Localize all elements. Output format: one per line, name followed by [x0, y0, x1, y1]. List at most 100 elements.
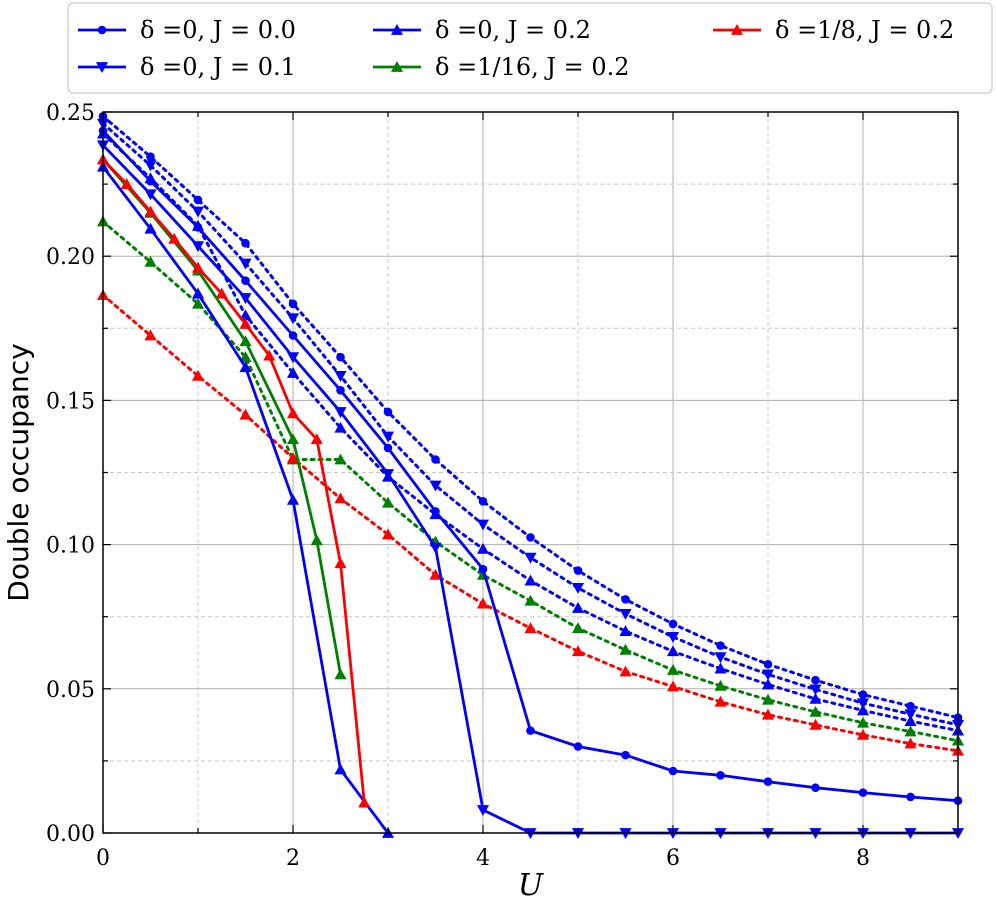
- legend-entry: δ =0, J = 0.1: [78, 53, 296, 81]
- x-tick-label: 2: [286, 846, 300, 871]
- data-point: [381, 528, 395, 540]
- data-point: [383, 407, 393, 417]
- data-point: [390, 23, 404, 35]
- x-tick-label: 8: [856, 846, 870, 871]
- data-point: [666, 680, 680, 692]
- data-point: [809, 718, 822, 730]
- data-point: [334, 371, 347, 382]
- data-point: [286, 407, 300, 419]
- data-point: [334, 763, 347, 775]
- series-dotted-7: [96, 127, 965, 736]
- x-tick-label: 6: [666, 846, 680, 871]
- data-point: [97, 25, 107, 35]
- data-point: [193, 223, 203, 232]
- legend-entry: δ =0, J = 0.2: [373, 16, 591, 44]
- data-point: [191, 297, 205, 309]
- data-point: [429, 542, 442, 554]
- data-point: [286, 452, 300, 463]
- data-point: [809, 705, 822, 717]
- data-point: [191, 206, 205, 218]
- data-point: [811, 783, 820, 793]
- legend-label: δ =1/16, J = 0.2: [435, 53, 630, 81]
- x-tick-label: 4: [476, 846, 490, 871]
- data-point: [858, 788, 868, 797]
- data-point: [215, 287, 228, 299]
- series-solid-0: [98, 126, 963, 805]
- legend-box: [67, 2, 993, 94]
- data-point: [120, 178, 133, 189]
- y-axis-title: Double occupancy: [2, 343, 35, 601]
- data-point: [478, 497, 488, 506]
- data-point: [573, 566, 583, 575]
- data-point: [763, 777, 773, 786]
- data-point: [476, 519, 490, 531]
- data-point: [239, 361, 252, 373]
- data-point: [191, 261, 205, 273]
- data-point: [526, 533, 535, 542]
- data-point: [383, 443, 393, 453]
- data-point: [239, 408, 252, 420]
- series-solid-3: [96, 153, 347, 680]
- data-point: [390, 60, 404, 72]
- data-point: [286, 433, 300, 445]
- series-dotted-9: [96, 289, 965, 756]
- axis-ticks: 0 2 4 6 8 0.00 0.05 0.10 0.15 0.20 0.25: [46, 101, 959, 871]
- data-point: [811, 675, 820, 685]
- data-point: [666, 645, 680, 657]
- data-point: [144, 205, 157, 217]
- y-tick-label: 0.25: [46, 101, 95, 126]
- data-point: [239, 309, 252, 321]
- data-point: [286, 313, 300, 325]
- series-dotted-5: [98, 112, 963, 722]
- data-point: [334, 407, 347, 418]
- series-solid-2: [96, 160, 395, 838]
- data-point: [904, 715, 917, 726]
- data-point: [310, 534, 323, 546]
- data-point: [714, 652, 727, 664]
- series-layer: [96, 112, 965, 840]
- data-point: [144, 255, 157, 267]
- data-point: [334, 668, 347, 680]
- y-tick-label: 0.10: [46, 534, 95, 559]
- data-point: [573, 742, 583, 751]
- data-point: [716, 641, 725, 650]
- data-point: [191, 241, 205, 253]
- data-point: [668, 766, 678, 776]
- data-point: [191, 287, 205, 299]
- data-point: [144, 189, 157, 201]
- data-point: [334, 421, 347, 433]
- data-point: [168, 232, 181, 244]
- data-point: [431, 507, 440, 516]
- data-point: [906, 792, 915, 802]
- series-solid-4: [96, 153, 371, 808]
- data-point: [904, 725, 917, 737]
- data-point: [619, 608, 632, 620]
- data-point: [429, 480, 442, 492]
- data-point: [524, 552, 537, 564]
- data-point: [668, 619, 678, 629]
- data-point: [358, 796, 371, 808]
- data-point: [904, 709, 917, 721]
- data-point: [524, 594, 537, 606]
- legend-label: δ =0, J = 0.0: [140, 16, 296, 44]
- data-point: [856, 698, 870, 710]
- series-line: [101, 122, 960, 727]
- legend: δ =0, J = 0.0 δ =0, J = 0.1 δ =0, J = 0.2 δ…: [67, 2, 993, 94]
- data-point: [431, 455, 440, 464]
- data-point: [336, 386, 345, 395]
- y-tick-label: 0.20: [46, 245, 95, 270]
- data-point: [571, 645, 585, 657]
- data-point: [334, 492, 347, 504]
- data-point: [476, 805, 490, 816]
- data-point: [191, 369, 205, 381]
- data-point: [476, 542, 490, 554]
- x-tick-label: 0: [96, 846, 110, 871]
- data-point: [524, 622, 537, 634]
- data-point: [144, 160, 157, 172]
- y-tick-label: 0.05: [46, 678, 95, 703]
- legend-entry: δ =0, J = 0.0: [78, 16, 296, 44]
- data-point: [621, 750, 630, 760]
- data-point: [144, 329, 157, 341]
- data-point: [263, 349, 276, 361]
